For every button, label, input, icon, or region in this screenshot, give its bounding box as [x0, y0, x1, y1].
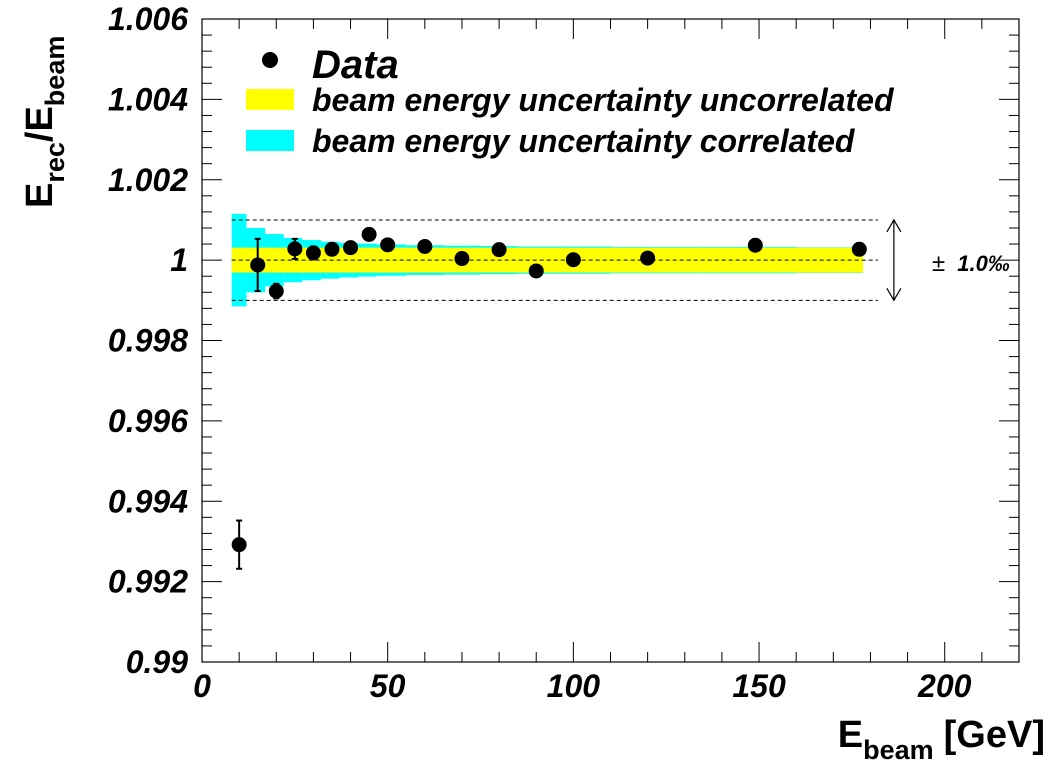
x-tick-label: 200	[917, 668, 972, 704]
tolerance-arrow-head-bottom	[886, 288, 902, 302]
y-axis-title-slash: /E	[19, 106, 61, 142]
y-tick-label: 1.004	[108, 81, 188, 117]
x-tick-label: 50	[370, 668, 406, 704]
y-tick-label: 1.002	[108, 162, 188, 198]
data-point-15	[747, 237, 763, 253]
data-point-10	[454, 251, 470, 267]
data-point-7	[361, 226, 377, 242]
data-points	[231, 226, 867, 570]
data-point-8	[380, 237, 396, 253]
legend-swatch-uncorrelated	[246, 89, 294, 110]
data-point-13	[565, 252, 581, 268]
y-tick-label: 0.996	[108, 403, 188, 439]
legend-label-correlated: beam energy uncertainty correlated	[312, 123, 856, 159]
y-tick-label: 0.998	[108, 323, 188, 359]
y-axis-title: Erec/Ebeam	[19, 36, 70, 208]
x-axis-title: Ebeam [GeV]	[838, 714, 1045, 765]
tolerance-arrow-head-top	[886, 218, 902, 233]
data-point-12	[528, 263, 544, 279]
y-tick-label: 1.006	[108, 1, 188, 37]
y-axis-title-subscript-beam: beam	[40, 36, 70, 107]
y-axis-title-main: E	[19, 183, 61, 208]
y-tick-label: 0.994	[108, 483, 188, 519]
data-point-11	[491, 242, 507, 258]
data-point-5	[324, 241, 340, 257]
data-point-3	[287, 241, 303, 257]
data-point-6	[343, 240, 359, 256]
legend-swatch-correlated	[246, 130, 294, 151]
data-point-0	[231, 537, 247, 553]
tolerance-annotation: ± 1.0‰	[886, 218, 1010, 302]
tolerance-annotation-text: ± 1.0‰	[932, 250, 1010, 277]
data-point-2	[268, 283, 284, 299]
x-tick-label: 100	[547, 668, 601, 704]
tick-labels: 0 50 100 150 200 0.99 0.992 0.994 0.996 0.998 1 1.0…	[108, 1, 972, 704]
tolerance-plus-minus-symbol: ±	[932, 250, 945, 277]
data-point-14	[640, 250, 656, 266]
y-axis-title-group: Erec/Ebeam	[19, 36, 70, 208]
data-point-4	[305, 245, 321, 261]
axes-ticks	[201, 18, 1020, 663]
x-axis-title-main: E	[838, 714, 863, 756]
x-axis-title-unit: [GeV]	[944, 714, 1045, 756]
y-axis-title-subscript-rec: rec	[40, 142, 70, 183]
data-point-16	[851, 241, 867, 257]
data-point-1	[250, 257, 266, 273]
x-tick-label: 0	[193, 668, 211, 704]
reference-lines	[231, 219, 878, 301]
tolerance-value: 1.0‰	[957, 251, 1010, 276]
data-point-9	[417, 238, 433, 254]
legend-marker-data	[262, 52, 278, 68]
legend-label-data: Data	[312, 43, 399, 87]
y-tick-label: 1	[170, 242, 188, 278]
x-axis-title-subscript: beam	[863, 735, 934, 765]
legend: Data beam energy uncertainty uncorrelate…	[246, 43, 895, 159]
legend-label-uncorrelated: beam energy uncertainty uncorrelated	[312, 82, 895, 118]
x-tick-label: 150	[732, 668, 786, 704]
y-tick-label: 0.99	[126, 644, 188, 680]
y-tick-label: 0.992	[108, 564, 188, 600]
